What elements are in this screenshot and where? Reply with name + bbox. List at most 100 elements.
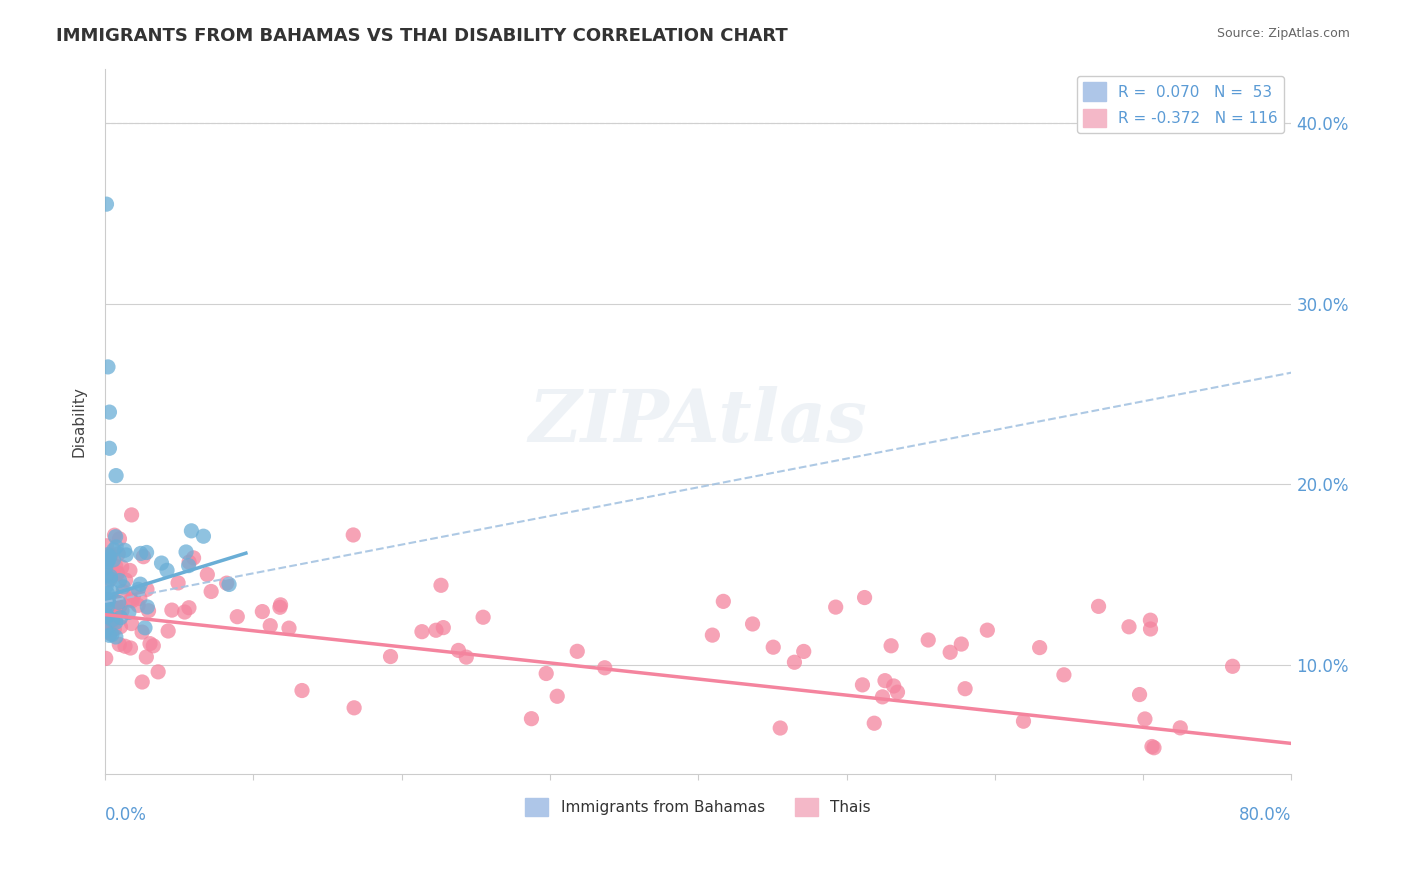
Point — [1128, 688, 1150, 702]
Point — [259, 618, 281, 632]
Point — [104, 530, 127, 544]
Point — [94, 592, 117, 607]
Point — [96, 599, 118, 614]
Point — [135, 650, 157, 665]
Point — [97, 617, 120, 632]
Point — [98, 549, 121, 564]
Point — [546, 690, 568, 704]
Point — [177, 558, 200, 573]
Point — [269, 600, 291, 615]
Point — [111, 560, 134, 574]
Point — [872, 690, 894, 704]
Point — [138, 604, 160, 618]
Point — [886, 685, 908, 699]
Point — [98, 607, 121, 621]
Point — [104, 594, 127, 608]
Point — [96, 539, 118, 553]
Point — [139, 637, 162, 651]
Point — [342, 528, 364, 542]
Point — [177, 600, 200, 615]
Point — [411, 624, 433, 639]
Point — [160, 603, 183, 617]
Point — [94, 559, 117, 574]
Point — [953, 681, 976, 696]
Point — [105, 468, 128, 483]
Point — [177, 555, 200, 569]
Point — [103, 553, 125, 567]
Point — [127, 582, 149, 597]
Point — [97, 555, 120, 569]
Point — [456, 650, 478, 665]
Point — [950, 637, 973, 651]
Point — [1139, 613, 1161, 627]
Point — [101, 627, 124, 641]
Point — [96, 624, 118, 639]
Point — [762, 640, 785, 655]
Point — [129, 577, 152, 591]
Point — [107, 566, 129, 580]
Point — [252, 605, 274, 619]
Point — [851, 678, 873, 692]
Point — [1140, 739, 1163, 754]
Point — [447, 643, 470, 657]
Point — [94, 651, 117, 665]
Point — [103, 542, 125, 557]
Point — [114, 573, 136, 587]
Point — [939, 645, 962, 659]
Point — [118, 564, 141, 578]
Point — [425, 624, 447, 638]
Point — [101, 568, 124, 582]
Point — [105, 540, 128, 554]
Point — [122, 589, 145, 603]
Point — [114, 543, 136, 558]
Point — [180, 524, 202, 538]
Point — [1087, 599, 1109, 614]
Text: Source: ZipAtlas.com: Source: ZipAtlas.com — [1216, 27, 1350, 40]
Point — [121, 594, 143, 608]
Point — [380, 649, 402, 664]
Point — [97, 359, 120, 374]
Text: 80.0%: 80.0% — [1239, 806, 1292, 824]
Point — [131, 675, 153, 690]
Point — [105, 567, 128, 582]
Point — [96, 197, 118, 211]
Point — [107, 595, 129, 609]
Point — [1168, 721, 1191, 735]
Point — [135, 545, 157, 559]
Point — [128, 591, 150, 606]
Point — [150, 556, 173, 570]
Point — [1222, 659, 1244, 673]
Point — [1143, 740, 1166, 755]
Point — [120, 592, 142, 607]
Point — [136, 599, 159, 614]
Point — [824, 600, 846, 615]
Point — [1053, 668, 1076, 682]
Point — [98, 573, 121, 587]
Point — [567, 644, 589, 658]
Point — [120, 640, 142, 655]
Point — [880, 639, 903, 653]
Point — [107, 547, 129, 561]
Point — [94, 624, 117, 638]
Point — [98, 405, 121, 419]
Point — [96, 586, 118, 600]
Point — [108, 600, 131, 615]
Point — [1139, 622, 1161, 636]
Point — [101, 615, 124, 629]
Text: ZIPAtlas: ZIPAtlas — [529, 385, 868, 457]
Point — [104, 615, 127, 630]
Point — [112, 584, 135, 599]
Point — [200, 584, 222, 599]
Point — [1118, 620, 1140, 634]
Point — [270, 598, 292, 612]
Point — [96, 579, 118, 593]
Point — [100, 569, 122, 583]
Point — [103, 607, 125, 621]
Point — [793, 644, 815, 658]
Point — [195, 567, 218, 582]
Point — [183, 550, 205, 565]
Point — [104, 630, 127, 644]
Point — [98, 628, 121, 642]
Point — [174, 545, 197, 559]
Point — [218, 577, 240, 591]
